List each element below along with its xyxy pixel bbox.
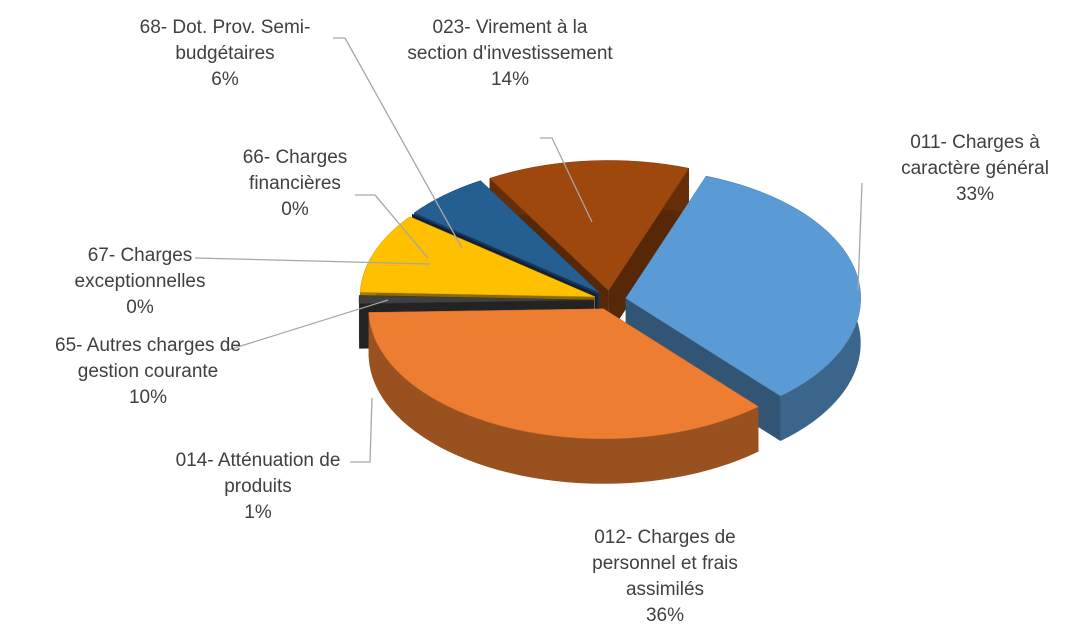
value-label: 6% (100, 67, 350, 93)
value-label: 33% (883, 182, 1068, 208)
value-label: 0% (55, 295, 225, 321)
page: (() => { const data = JSON.parse(documen… (0, 0, 1070, 616)
category-name: 012- Charges de personnel et frais assim… (560, 525, 770, 603)
data-label: 012- Charges de personnel et frais assim… (560, 525, 770, 629)
data-label: 023- Virement à la section d'investissem… (400, 15, 620, 93)
category-name: 023- Virement à la section d'investissem… (400, 15, 620, 67)
leader-line (858, 183, 862, 290)
value-label: 36% (560, 603, 770, 629)
value-label: 10% (38, 385, 258, 411)
category-name: 68- Dot. Prov. Semi-budgétaires (100, 15, 350, 67)
category-name: 014- Atténuation de produits (153, 448, 363, 500)
category-name: 011- Charges à caractère général (883, 130, 1068, 182)
value-label: 1% (153, 500, 363, 526)
value-label: 14% (400, 67, 620, 93)
category-name: 65- Autres charges de gestion courante (38, 333, 258, 385)
value-label: 0% (210, 197, 380, 223)
category-name: 66- Charges financières (210, 145, 380, 197)
category-name: 67- Charges exceptionnelles (55, 243, 225, 295)
